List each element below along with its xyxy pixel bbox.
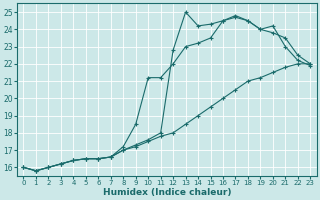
X-axis label: Humidex (Indice chaleur): Humidex (Indice chaleur) — [103, 188, 231, 197]
